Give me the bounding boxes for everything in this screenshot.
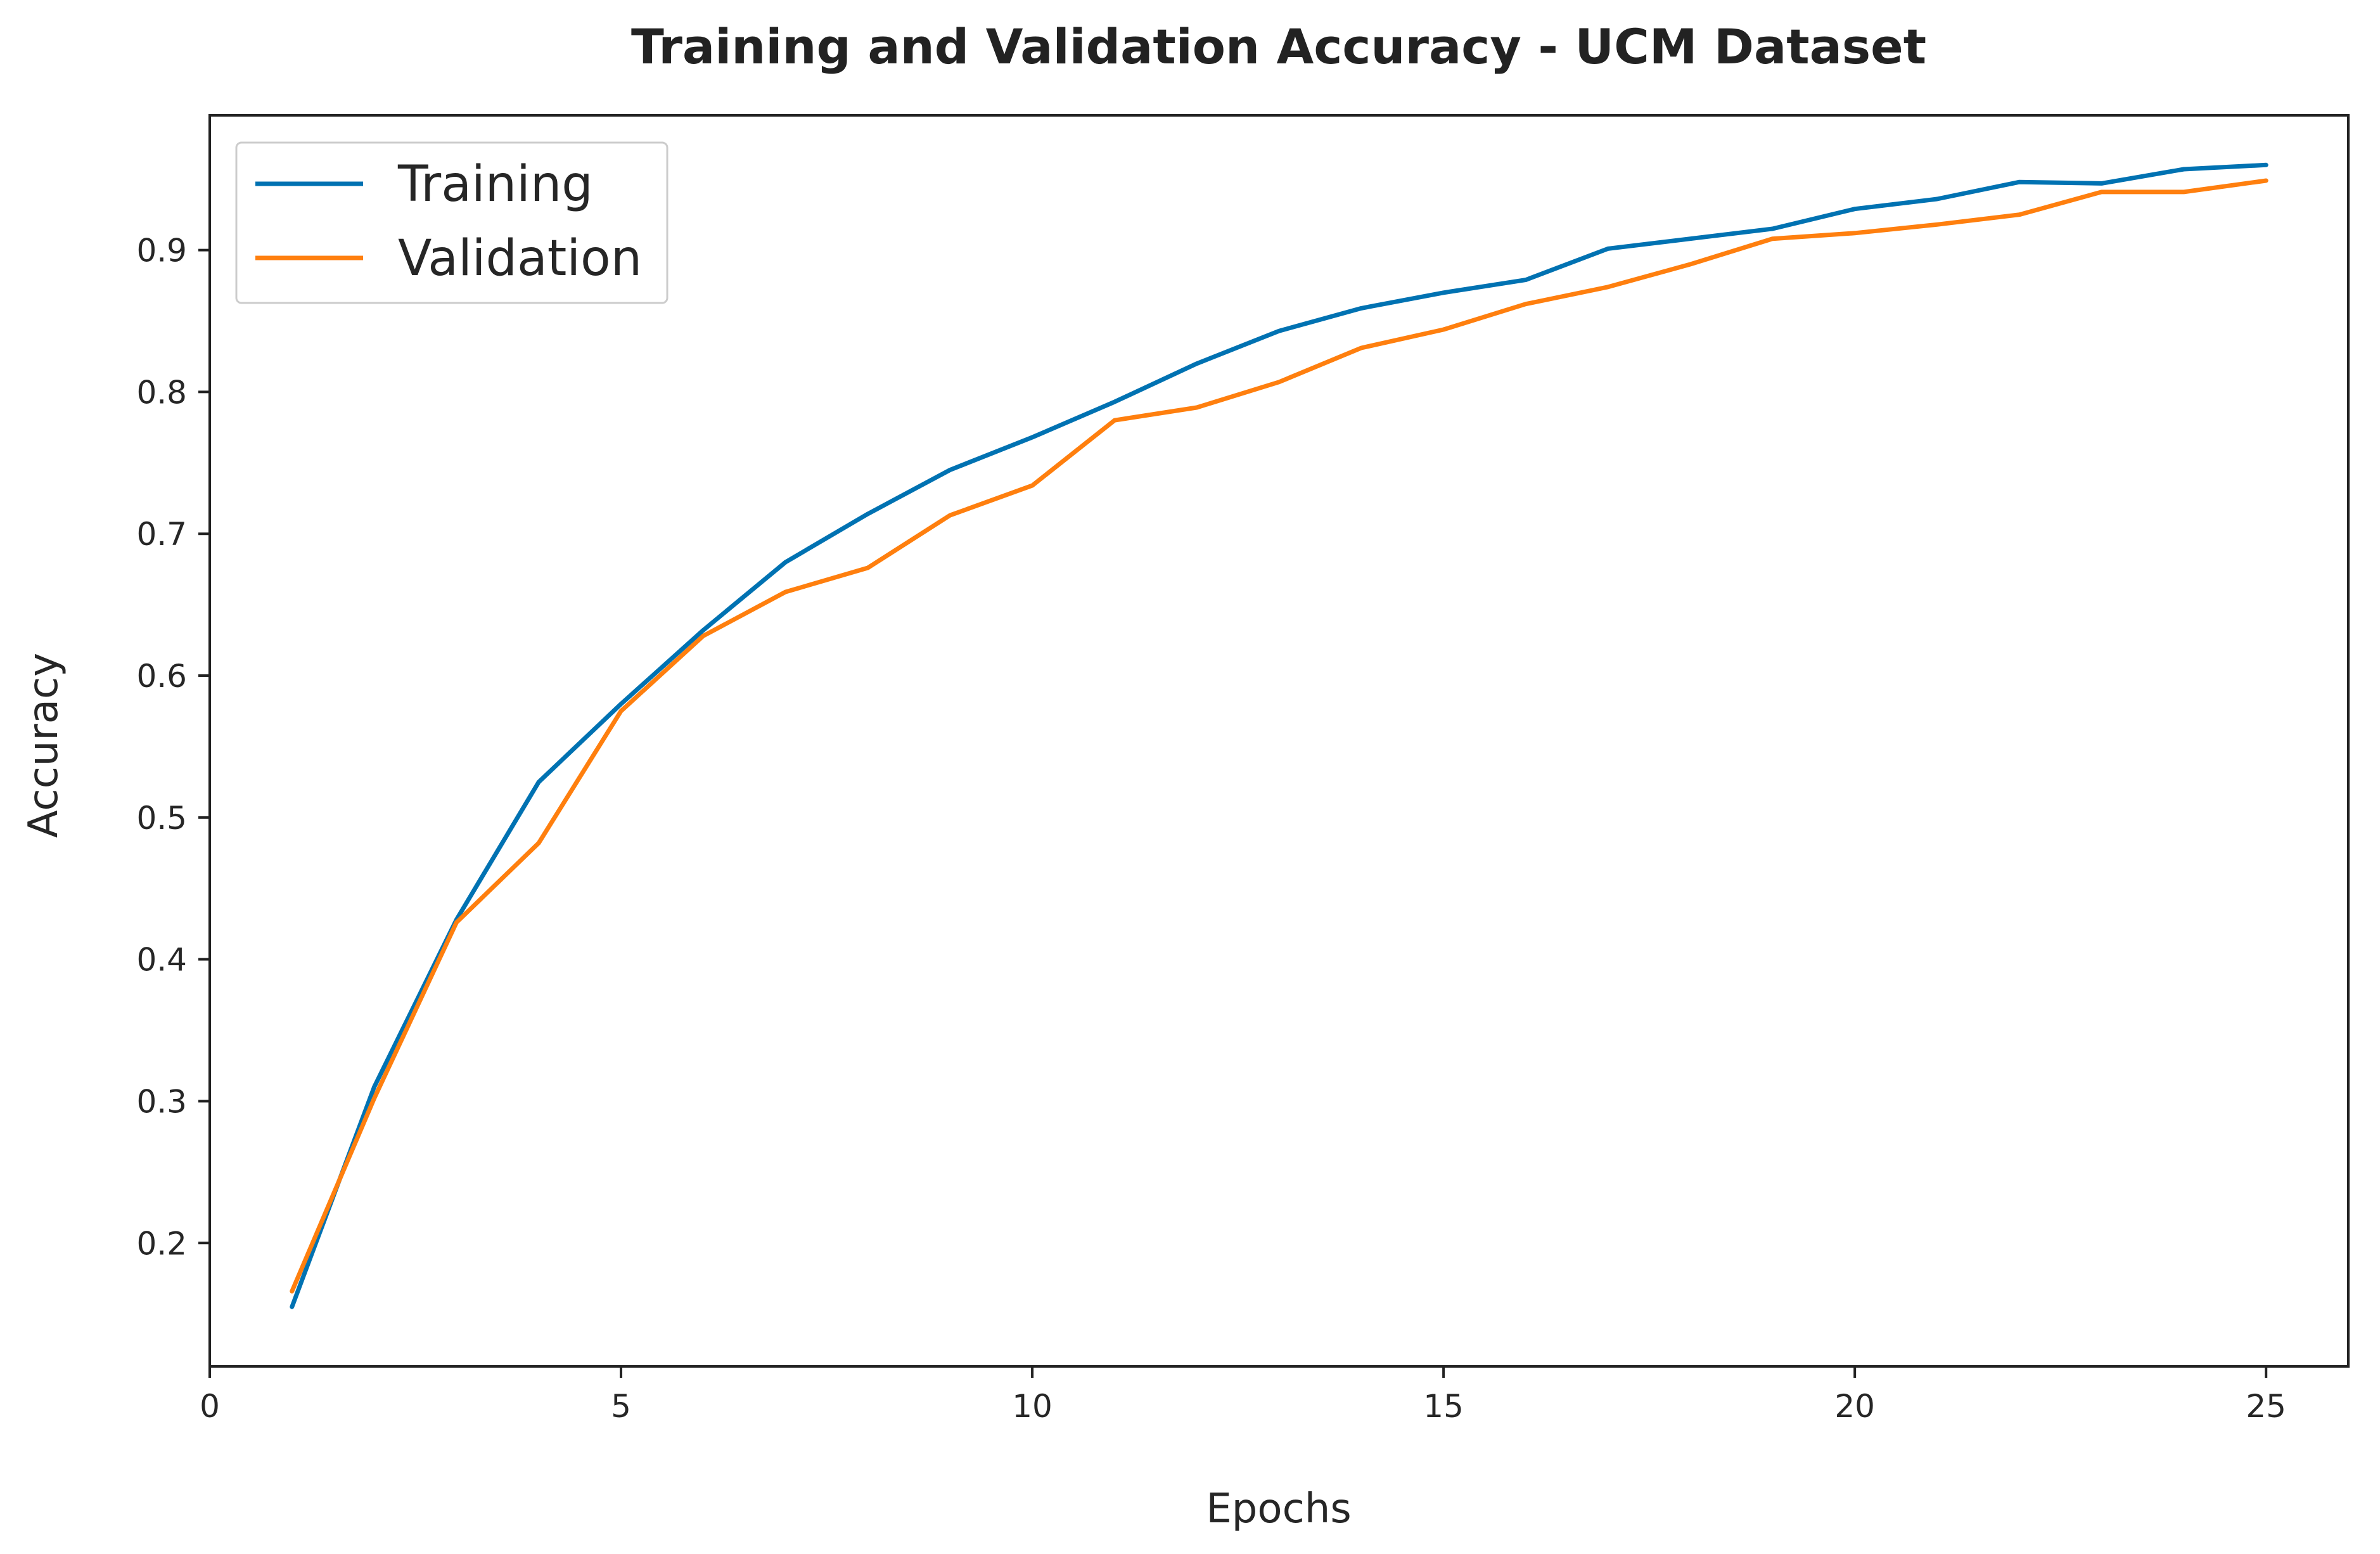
plot-frame <box>208 114 2350 1368</box>
y-tick-label: 0.5 <box>136 800 187 837</box>
x-axis-label: Epochs <box>1206 1486 1351 1532</box>
y-tick-label: 0.4 <box>136 942 187 979</box>
y-axis-label: Accuracy <box>20 653 67 838</box>
series-line-training <box>290 162 2268 1309</box>
x-axis: 0 5 10 15 20 25 <box>200 1366 2286 1425</box>
legend: Training Validation <box>235 141 669 304</box>
x-tick-label: 25 <box>2246 1388 2286 1425</box>
y-axis: 0.2 0.3 0.4 0.5 0.6 0.7 0.8 0.9 <box>136 233 210 1262</box>
chart-title: Training and Validation Accuracy - UCM D… <box>631 18 1926 75</box>
x-tick-label: 15 <box>1423 1388 1464 1425</box>
x-tick-label: 0 <box>200 1388 220 1425</box>
y-tick-label: 0.3 <box>136 1083 187 1120</box>
x-tick-label: 10 <box>1012 1388 1052 1425</box>
series-line-validation <box>290 178 2268 1294</box>
x-tick-label: 5 <box>611 1388 631 1425</box>
y-tick-label: 0.9 <box>136 233 187 269</box>
legend-label-training: Training <box>397 156 593 213</box>
y-tick-label: 0.7 <box>136 516 187 553</box>
x-tick-label: 20 <box>1834 1388 1875 1425</box>
y-tick-label: 0.2 <box>136 1225 187 1262</box>
y-tick-label: 0.8 <box>136 374 187 411</box>
plot-area <box>210 115 2348 1366</box>
series-lines <box>290 162 2268 1309</box>
legend-label-validation: Validation <box>398 230 642 287</box>
y-tick-label: 0.6 <box>136 658 187 695</box>
